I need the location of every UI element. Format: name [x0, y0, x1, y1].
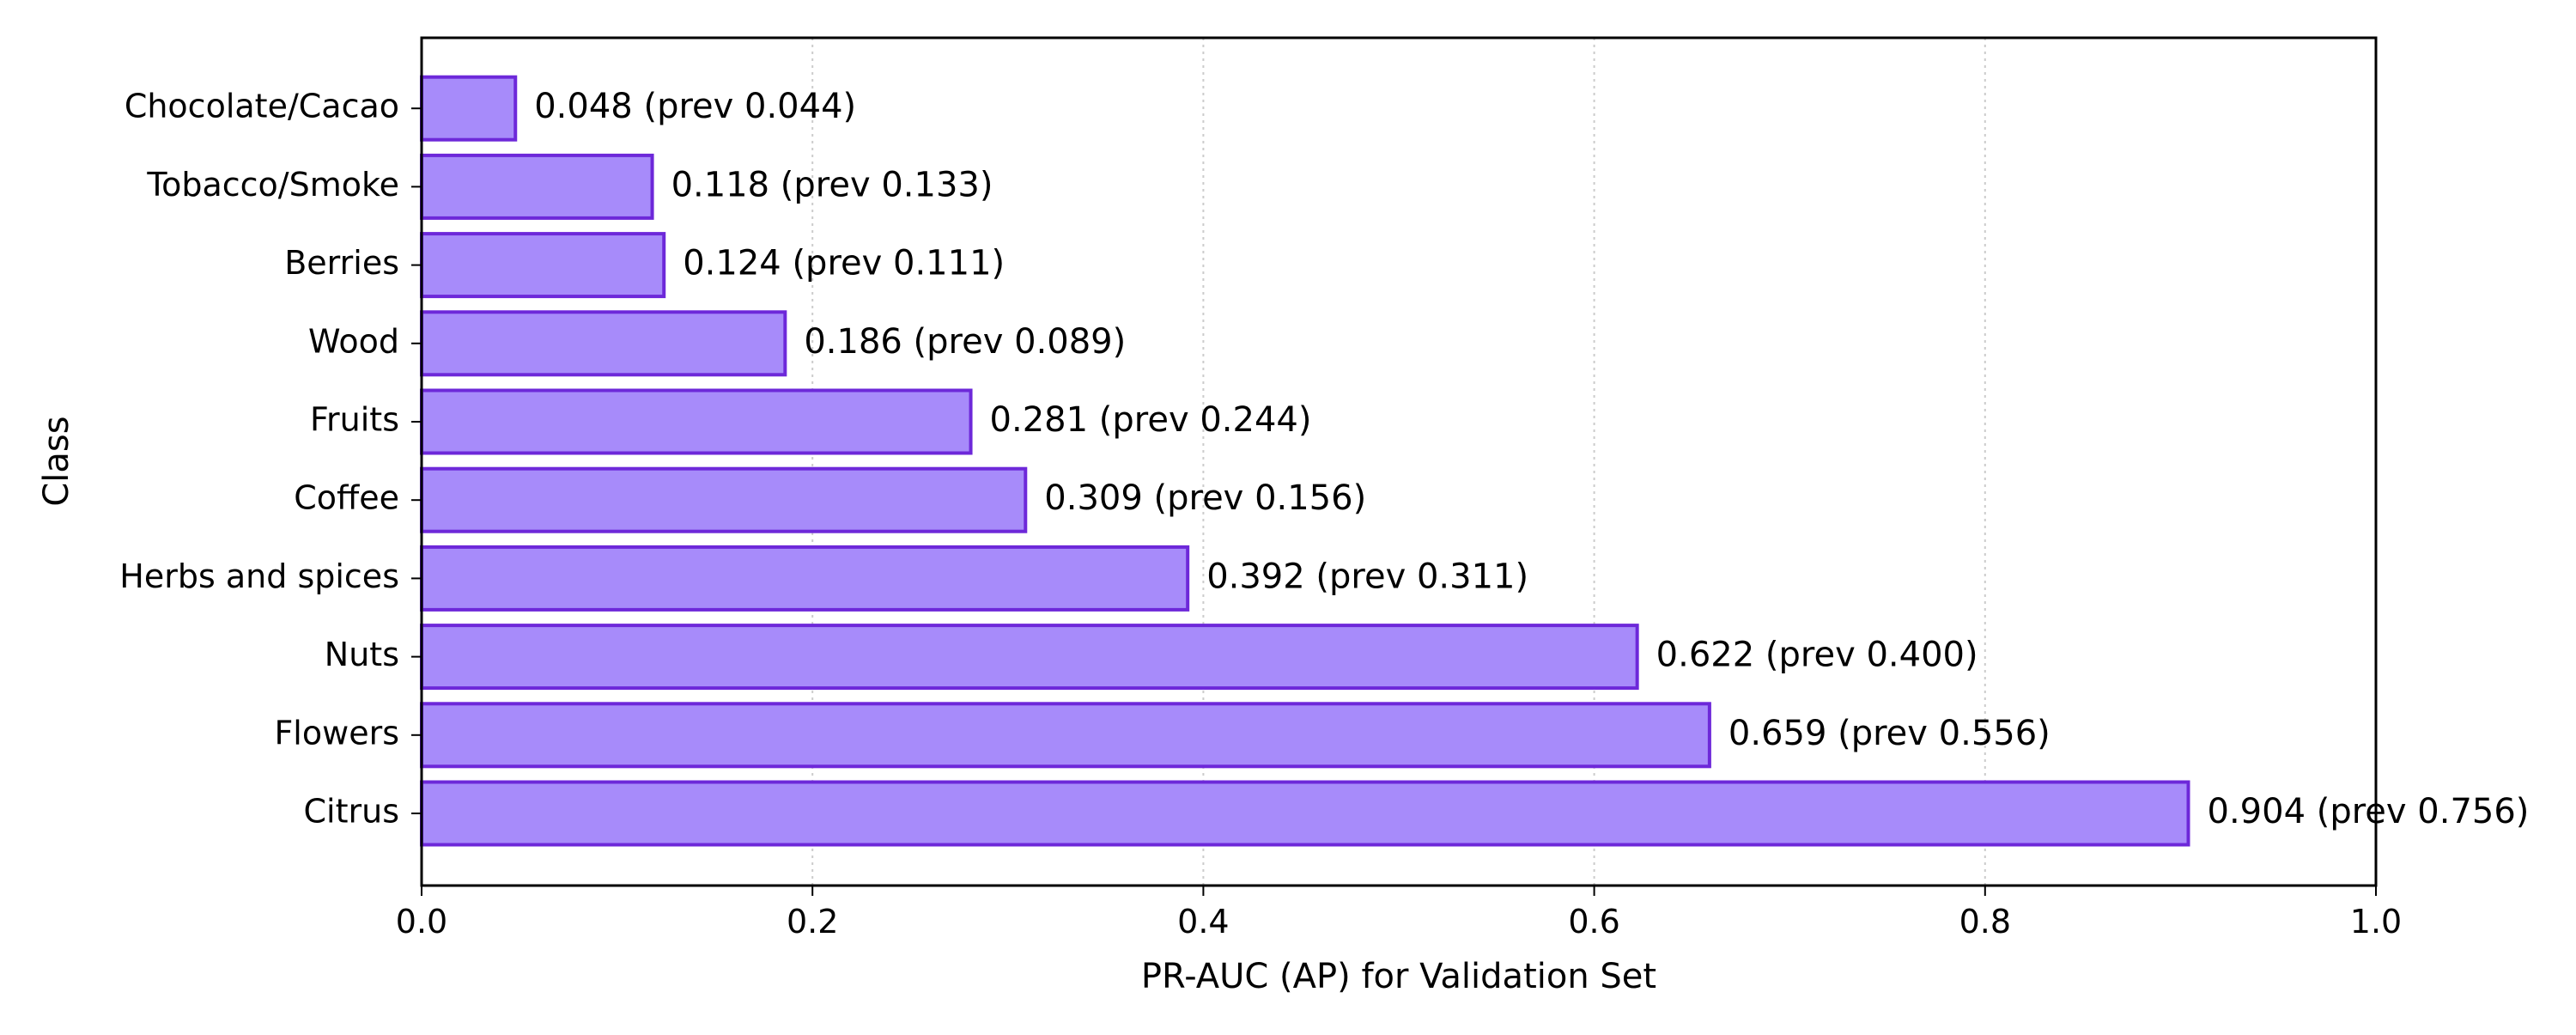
- y-tick-label: Citrus: [304, 793, 400, 831]
- bar-data-label: 0.904 (prev 0.756): [2208, 792, 2530, 831]
- y-tick-label: Tobacco/Smoke: [146, 166, 399, 204]
- x-tick-label: 0.4: [1177, 903, 1229, 941]
- y-tick-label: Chocolate/Cacao: [125, 88, 399, 125]
- bar: [420, 75, 518, 142]
- bar-data-label: 0.118 (prev 0.133): [671, 165, 993, 204]
- bar: [420, 388, 973, 455]
- labels-layer: 0.904 (prev 0.756) 0.659 (prev 0.556) 0.62…: [534, 87, 2529, 831]
- bar: [420, 310, 787, 377]
- bar: [420, 545, 1190, 612]
- x-axis-label: PR-AUC (AP) for Validation Set: [1141, 957, 1656, 996]
- plot-frame: [420, 36, 2378, 887]
- x-tick-label: 0.8: [1959, 903, 2011, 941]
- y-tick-label: Fruits: [310, 401, 399, 439]
- bar-data-label: 0.186 (prev 0.089): [804, 322, 1126, 362]
- bar-data-label: 0.281 (prev 0.244): [990, 400, 1312, 440]
- bar: [420, 153, 654, 220]
- y-tick-label: Wood: [308, 322, 399, 360]
- bar-data-label: 0.392 (prev 0.311): [1206, 557, 1528, 596]
- x-tick-label: 0.0: [396, 903, 447, 941]
- bars-layer: [420, 75, 2190, 847]
- y-tick-label: Coffee: [294, 479, 399, 517]
- bar: [420, 232, 666, 299]
- x-tick-label: 0.6: [1568, 903, 1619, 941]
- bar-data-label: 0.309 (prev 0.156): [1044, 478, 1366, 518]
- bar-data-label: 0.622 (prev 0.400): [1656, 636, 1978, 675]
- bar: [420, 780, 2190, 847]
- bar-data-label: 0.659 (prev 0.556): [1728, 714, 2050, 753]
- bar: [420, 466, 1028, 533]
- y-tick-label: Berries: [284, 244, 399, 282]
- bar: [420, 624, 1639, 691]
- y-tick-label: Herbs and spices: [119, 557, 399, 595]
- y-tick-label: Nuts: [325, 636, 399, 673]
- y-tick-label: Flowers: [274, 714, 399, 752]
- bar: [420, 702, 1711, 769]
- ticks-layer: 0.0 0.2 0.4 0.6 0.8 1.0 Citrus Flowers Nuts Herbs…: [119, 88, 2402, 941]
- bar-data-label: 0.048 (prev 0.044): [534, 87, 856, 126]
- x-tick-label: 0.2: [787, 903, 838, 941]
- x-tick-label: 1.0: [2350, 903, 2402, 941]
- bar-data-label: 0.124 (prev 0.111): [683, 244, 1005, 283]
- y-axis-label: Class: [37, 416, 76, 506]
